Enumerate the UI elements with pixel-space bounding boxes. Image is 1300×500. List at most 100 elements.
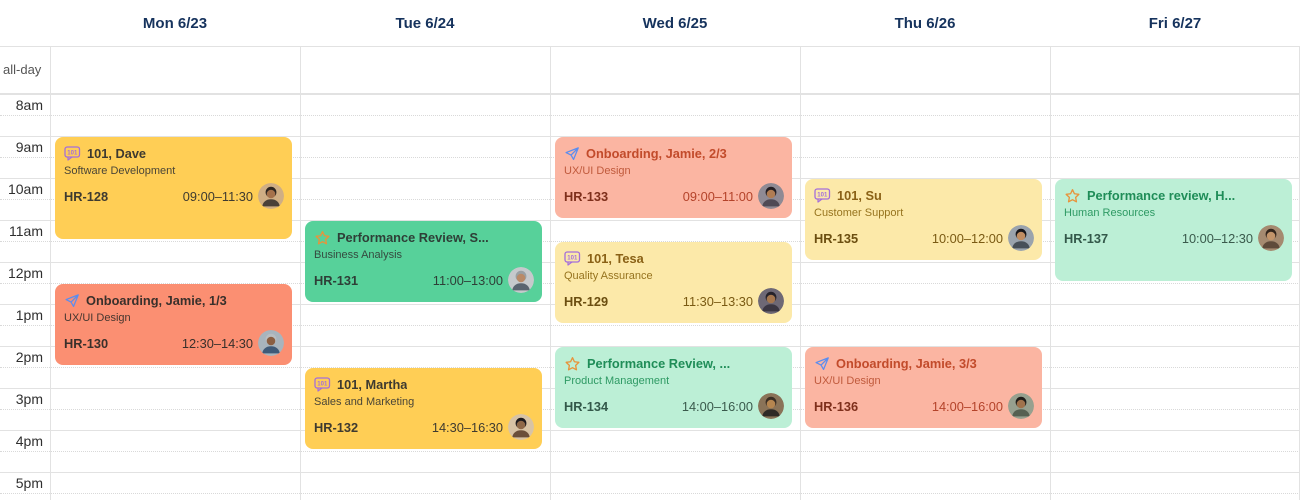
time-label-3pm: 3pm — [15, 391, 43, 407]
event-title: Performance Review, ... — [587, 356, 731, 371]
event-title: Performance Review, S... — [337, 230, 489, 245]
time-label-11am: 11am — [9, 223, 43, 239]
event-time: 14:00–16:00 — [931, 398, 1003, 414]
star-icon — [314, 230, 331, 246]
column-line — [800, 46, 801, 500]
time-label-10am: 10am — [7, 181, 43, 197]
time-label-2pm: 2pm — [15, 349, 43, 365]
hour-line — [0, 136, 1300, 137]
event-time: 10:00–12:30 — [1181, 230, 1253, 246]
column-line — [50, 46, 51, 500]
svg-text:101: 101 — [317, 382, 328, 388]
event-card-hr-135[interactable]: 101 101, Su Customer Support HR-135 10:00–12… — [805, 179, 1042, 260]
event-footer: HR-131 11:00–13:00 — [314, 267, 534, 293]
event-time: 14:00–16:00 — [681, 398, 753, 414]
day-header-tue[interactable]: Tue 6/24 — [395, 14, 455, 32]
event-time: 10:00–12:00 — [931, 230, 1003, 246]
day-header-mon[interactable]: Mon 6/23 — [142, 14, 208, 32]
event-card-hr-133[interactable]: Onboarding, Jamie, 2/3 UX/UI Design HR-133… — [555, 137, 792, 218]
time-label-12pm: 12pm — [7, 265, 43, 281]
svg-text:101: 101 — [67, 151, 78, 157]
avatar — [1008, 393, 1034, 419]
avatar — [258, 330, 284, 356]
paper-plane-icon — [814, 356, 830, 371]
event-title: 101, Dave — [87, 146, 147, 161]
svg-text:101: 101 — [567, 256, 578, 262]
event-card-hr-136[interactable]: Onboarding, Jamie, 3/3 UX/UI Design HR-136… — [805, 347, 1042, 428]
star-icon — [1064, 188, 1081, 204]
avatar — [1258, 225, 1284, 251]
event-card-hr-129[interactable]: 101 101, Tesa Quality Assurance HR-129 11:30… — [555, 242, 792, 323]
event-title-row: Onboarding, Jamie, 3/3 — [814, 355, 1034, 372]
event-title-row: 101 101, Martha — [314, 376, 534, 393]
column-line — [300, 46, 301, 500]
event-time: 12:30–14:30 — [181, 335, 253, 351]
one-on-one-icon: 101 — [64, 146, 81, 161]
event-department: UX/UI Design — [814, 375, 881, 387]
event-code: HR-135 — [814, 230, 859, 246]
one-on-one-icon: 101 — [564, 251, 581, 266]
event-code: HR-131 — [314, 272, 359, 288]
event-title-row: 101 101, Tesa — [564, 250, 784, 267]
event-footer: HR-130 12:30–14:30 — [64, 330, 284, 356]
event-title-row: Performance Review, S... — [314, 229, 534, 246]
event-footer: HR-128 09:00–11:30 — [64, 183, 284, 209]
event-title-row: 101 101, Su — [814, 187, 1034, 204]
avatar — [758, 393, 784, 419]
event-title-row: Performance review, H... — [1064, 187, 1284, 204]
hour-line — [0, 346, 1300, 347]
event-title: Onboarding, Jamie, 3/3 — [836, 356, 977, 371]
event-title: Performance review, H... — [1087, 188, 1236, 203]
event-title: 101, Martha — [337, 377, 408, 392]
event-title: Onboarding, Jamie, 1/3 — [86, 293, 227, 308]
event-title-row: Performance Review, ... — [564, 355, 784, 372]
event-card-hr-128[interactable]: 101 101, Dave Software Development HR-128 09… — [55, 137, 292, 239]
day-header-thu[interactable]: Thu 6/26 — [894, 14, 956, 32]
event-code: HR-132 — [314, 419, 359, 435]
event-title-row: Onboarding, Jamie, 1/3 — [64, 292, 284, 309]
event-code: HR-134 — [564, 398, 609, 414]
avatar — [508, 267, 534, 293]
time-label-1pm: 1pm — [15, 307, 43, 323]
event-time: 14:30–16:30 — [431, 419, 503, 435]
hour-line — [0, 430, 1300, 431]
event-card-hr-137[interactable]: Performance review, H... Human Resources H… — [1055, 179, 1292, 281]
half-hour-line — [0, 241, 1300, 242]
svg-text:101: 101 — [817, 193, 828, 199]
event-footer: HR-134 14:00–16:00 — [564, 393, 784, 419]
avatar — [758, 288, 784, 314]
avatar — [258, 183, 284, 209]
one-on-one-icon: 101 — [314, 377, 331, 392]
avatar — [1008, 225, 1034, 251]
event-code: HR-130 — [64, 335, 109, 351]
event-card-hr-130[interactable]: Onboarding, Jamie, 1/3 UX/UI Design HR-130… — [55, 284, 292, 365]
event-title-row: Onboarding, Jamie, 2/3 — [564, 145, 784, 162]
hour-line — [0, 472, 1300, 473]
event-code: HR-129 — [564, 293, 609, 309]
half-hour-line — [0, 451, 1300, 452]
one-on-one-icon: 101 — [814, 188, 831, 203]
event-footer: HR-133 09:00–11:00 — [564, 183, 784, 209]
event-title: Onboarding, Jamie, 2/3 — [586, 146, 727, 161]
event-title: 101, Su — [837, 188, 882, 203]
half-hour-line — [0, 115, 1300, 116]
event-department: Human Resources — [1064, 207, 1156, 219]
event-time: 09:00–11:30 — [182, 188, 253, 204]
event-time: 11:30–13:30 — [682, 293, 753, 309]
day-header-fri[interactable]: Fri 6/27 — [1148, 14, 1202, 32]
day-header-wed[interactable]: Wed 6/25 — [642, 14, 708, 32]
time-label-4pm: 4pm — [15, 433, 43, 449]
event-footer: HR-129 11:30–13:30 — [564, 288, 784, 314]
time-label-9am: 9am — [15, 139, 43, 155]
event-card-hr-134[interactable]: Performance Review, ... Product Managemen… — [555, 347, 792, 428]
event-time: 11:00–13:00 — [432, 272, 503, 288]
event-card-hr-131[interactable]: Performance Review, S... Business Analysi… — [305, 221, 542, 302]
event-card-hr-132[interactable]: 101 101, Martha Sales and Marketing HR-132 1… — [305, 368, 542, 449]
row-separator-line — [0, 93, 1300, 94]
event-title: 101, Tesa — [587, 251, 644, 266]
event-code: HR-133 — [564, 188, 609, 204]
event-code: HR-137 — [1064, 230, 1109, 246]
event-department: Sales and Marketing — [314, 396, 415, 408]
hour-line — [0, 94, 1300, 95]
